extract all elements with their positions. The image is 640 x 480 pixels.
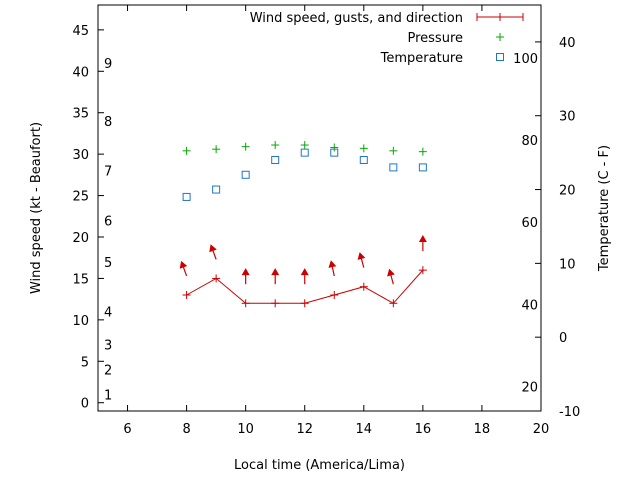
- fahrenheit-label: 100: [513, 52, 538, 67]
- beaufort-label: 9: [104, 57, 112, 72]
- wind-speed-point: [212, 274, 221, 283]
- y-tick-label: 15: [72, 272, 89, 287]
- beaufort-label: 3: [104, 339, 112, 354]
- x-tick-label: 8: [182, 422, 190, 437]
- gust-head: [328, 260, 337, 268]
- wind-gust-arrow: [328, 260, 337, 277]
- fahrenheit-label: 20: [521, 381, 538, 396]
- beaufort-label: 2: [104, 364, 112, 379]
- wind-gust-arrow: [241, 268, 250, 285]
- wind-speed-point: [330, 291, 339, 299]
- temperature-point: [241, 170, 250, 179]
- wind-speed-point: [389, 299, 398, 308]
- beaufort-label: 5: [104, 256, 112, 271]
- beaufort-label: 4: [104, 306, 112, 321]
- fahrenheit-label: 80: [521, 134, 538, 149]
- y-tick-label: 35: [72, 107, 89, 122]
- temperature-point: [359, 156, 368, 165]
- gust-head: [179, 260, 188, 269]
- wind-speed-point: [418, 266, 427, 275]
- pressure-point: [212, 145, 221, 154]
- wind-gust-arrow: [209, 244, 217, 260]
- gust-head: [271, 268, 280, 276]
- temperature-point: [418, 163, 427, 172]
- wind-gust-arrow: [357, 252, 366, 268]
- beaufort-label: 6: [104, 214, 112, 229]
- temperature-point: [182, 192, 191, 201]
- wind-speed-point: [359, 282, 368, 291]
- wind-gust-arrow: [300, 268, 309, 285]
- gust-head: [209, 244, 217, 253]
- temperature-point: [330, 148, 339, 157]
- legend-wind-marker: [496, 13, 504, 21]
- y-tick-label: 20: [72, 231, 89, 246]
- x-tick-label: 16: [415, 422, 432, 437]
- wind-gust-arrow: [387, 268, 395, 285]
- y-tick-label: 25: [72, 190, 89, 205]
- x-tick-label: 12: [296, 422, 313, 437]
- y-tick-label: 5: [81, 355, 89, 370]
- fahrenheit-label: 40: [521, 299, 538, 314]
- pressure-point: [241, 142, 250, 151]
- pressure-point: [418, 147, 427, 156]
- legend-sample-pressure: [496, 33, 504, 41]
- y2-tick-label: 30: [559, 110, 576, 125]
- pressure-point: [271, 141, 280, 150]
- x-tick-label: 14: [356, 422, 373, 437]
- fahrenheit-label: 60: [521, 216, 538, 231]
- legend-label-wind: Wind speed, gusts, and direction: [250, 11, 463, 26]
- temperature-point: [389, 163, 398, 172]
- temperature-point: [271, 156, 280, 165]
- plot-frame: [97, 4, 542, 412]
- wind-gust-arrow: [179, 260, 188, 277]
- y2-tick-label: 20: [559, 184, 576, 199]
- wind-gust-arrow: [418, 235, 427, 252]
- legend-label-pressure: Pressure: [407, 31, 463, 46]
- y-tick-label: 45: [72, 24, 89, 39]
- y-axis-title: Wind speed (kt - Beaufort): [29, 122, 44, 294]
- beaufort-label: 1: [104, 388, 112, 403]
- temperature-point: [300, 148, 309, 157]
- y-tick-label: 30: [72, 148, 89, 163]
- beaufort-label: 8: [104, 115, 112, 130]
- y2-tick-label: 10: [559, 257, 576, 272]
- pressure-point: [359, 144, 368, 153]
- gust-head: [357, 252, 366, 260]
- wind-speed-point: [182, 291, 191, 299]
- gust-head: [418, 235, 427, 242]
- wind-gust-arrow: [271, 268, 280, 285]
- x-tick-label: 10: [237, 422, 254, 437]
- y-tick-label: 10: [72, 314, 89, 329]
- pressure-point: [300, 141, 309, 150]
- x-axis-title: Local time (America/Lima): [234, 458, 405, 473]
- beaufort-label: 7: [104, 165, 112, 180]
- wind-speed-point: [271, 299, 280, 308]
- x-tick-label: 18: [474, 422, 491, 437]
- y2-tick-label: 40: [559, 36, 576, 51]
- y-tick-label: 40: [72, 65, 89, 80]
- legend-sample-wind: [476, 13, 524, 21]
- legend-sample-temperature: [496, 53, 504, 61]
- temperature-point: [212, 185, 221, 194]
- y2-tick-label: -10: [559, 405, 580, 420]
- x-tick-label: 20: [533, 422, 550, 437]
- pressure-point: [330, 143, 339, 152]
- x-tick-label: 6: [123, 422, 131, 437]
- y2-axis-title: Temperature (C - F): [597, 145, 612, 272]
- wind-speed-point: [241, 299, 250, 308]
- legend-label-temperature: Temperature: [380, 51, 463, 66]
- pressure-point: [182, 146, 191, 155]
- y-tick-label: 0: [81, 397, 89, 412]
- gust-head: [300, 268, 309, 276]
- wind-speed-point: [300, 299, 309, 308]
- gust-head: [387, 268, 395, 277]
- y2-tick-label: 0: [559, 331, 567, 346]
- pressure-point: [389, 146, 398, 155]
- gust-head: [241, 268, 250, 276]
